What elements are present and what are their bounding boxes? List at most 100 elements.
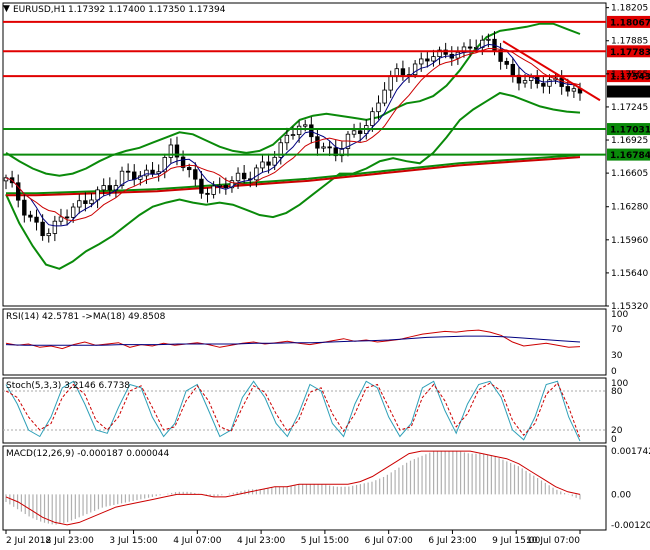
main-price-panel: 1.18067 1.17783 1.17543 1.17031 1.16784 1.173… [2,2,650,312]
price-level-tag [607,123,650,136]
candle-body [498,49,503,62]
candle-body [22,199,27,216]
rsi-tick-label: 70 [611,325,623,335]
candle-body [70,206,76,218]
candle-body [193,169,198,180]
candle-body [290,134,296,136]
y-tick-label: 1.17565 [611,70,648,80]
candle-body [455,51,461,59]
candle-body [284,134,290,144]
candle-body [333,147,338,157]
candle-body [303,124,308,127]
candle-body [180,156,186,168]
ohlc-label: 1.17392 1.17400 1.17350 1.17394 [68,5,226,15]
candle-body [486,38,491,41]
x-tick-label: 2 Jul 2018 [6,536,51,546]
x-tick-label: 6 Jul 23:00 [428,536,477,546]
macd-tick-label: 0.00 [611,490,631,500]
y-tick-label: 1.16925 [611,136,648,146]
candle-body [16,182,21,201]
candle-body [241,172,247,180]
candle-body [46,233,51,237]
rsi-tick-label: 30 [611,351,623,361]
x-tick-label: 4 Jul 07:00 [173,536,222,546]
candle-body [388,75,393,91]
y-tick-label: 1.17885 [611,37,648,47]
header-dropdown-icon[interactable]: ▼ [3,4,10,14]
price-level-tag [607,148,650,161]
candle-body [125,170,131,173]
y-tick-label: 1.16280 [611,203,648,213]
candle-body [235,172,241,182]
bollinger-upper-band [5,22,581,177]
candle-body [571,88,577,92]
candle-body [119,170,125,186]
rsi-ma-line [5,335,581,346]
candle-body [504,61,509,65]
symbol-label: EURUSD,H1 [13,5,66,15]
stoch-signal-line [5,382,581,439]
candle-body [412,63,418,76]
price-level-label: 1.17031 [610,126,650,136]
candle-body [254,167,259,181]
x-tick-label: 2 Jul 23:00 [46,536,95,546]
ma-long-green-line [6,154,581,195]
candle-body [3,177,9,182]
candle-body [89,199,94,204]
candle-body [510,63,516,76]
candle-body [95,189,100,201]
x-tick-label: 3 Jul 15:00 [109,536,158,546]
candle-body [327,146,332,149]
macd-tick-label: 0.001742 [611,447,650,457]
candle-body [107,185,113,191]
candle-body [278,142,283,158]
candle-body [400,68,406,76]
candle-body [370,111,375,126]
candle-body [150,169,155,174]
candle-body [174,144,180,158]
rsi-tick-label: 100 [611,310,628,320]
y-tick-label: 1.17245 [611,103,648,113]
macd-signal-line [5,450,581,526]
macd-title: MACD(12,26,9) -0.000187 0.000044 [6,449,169,459]
stoch-panel-frame [2,377,607,444]
price-level-tag [607,70,650,83]
descending-trendline [502,40,601,102]
candle-body [28,214,33,218]
candle-body [382,89,387,104]
candle-body [260,161,265,169]
x-tick-label: 6 Jul 07:00 [365,536,414,546]
candle-body [132,171,137,180]
candle-body [419,58,424,65]
candle-body [186,167,192,171]
candle-body [565,86,570,92]
candle-body [266,161,271,166]
candle-body [425,58,430,62]
stoch-tick-label: 100 [611,379,628,389]
macd-tick-label: -0.00120 [611,521,650,531]
stoch-tick-label: 0 [611,435,617,445]
price-level-tag [607,45,650,58]
candle-body [211,185,216,195]
candle-body [58,216,64,222]
x-tick-label: 5 Jul 15:00 [301,536,350,546]
candle-body [394,68,400,77]
candle-body [34,216,39,223]
candle-body [547,79,552,87]
candle-body [431,56,436,62]
candle-body [229,180,235,189]
candle-body [77,200,82,208]
current-price-tag [607,85,650,98]
x-tick-label: 10 Jul 07:00 [526,536,580,546]
y-tick-label: 1.15320 [611,302,648,312]
ma-medium-line [5,47,581,222]
price-level-tag [607,15,650,28]
candle-body [223,184,229,189]
candle-body [339,148,345,157]
y-tick-label: 1.16605 [611,169,648,179]
candle-body [272,156,277,166]
candle-body [437,49,442,58]
candle-body [64,216,70,219]
